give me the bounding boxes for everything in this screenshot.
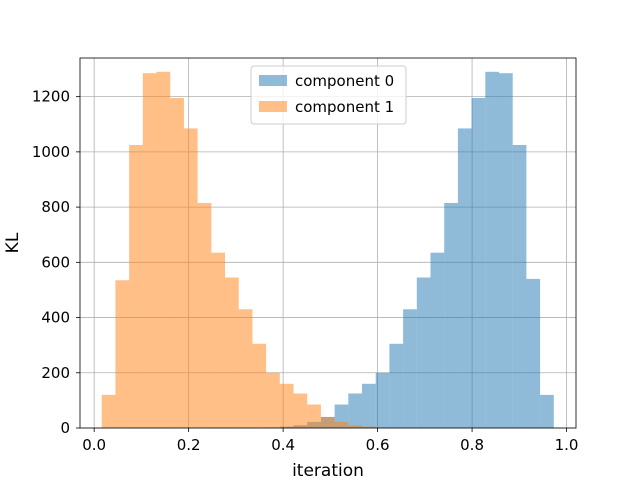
bar-series-1-bin-12 [266,372,280,428]
bar-series-0-bin-23 [416,277,431,428]
bar-series-1-bin-5 [170,98,184,428]
y-tick-label-5: 1000 [32,143,70,161]
bar-series-1-bin-0 [101,394,116,428]
legend-label-component-1: component 1 [295,98,394,116]
bar-series-1-bin-6 [183,128,198,428]
y-tick-label-3: 600 [41,253,70,271]
y-axis-label: KL [3,232,23,253]
plot-frame [79,57,577,429]
bar-series-1-bin-19 [362,426,376,428]
x-tick-label-3: 0.6 [366,436,390,454]
bar-series-0-bin-27 [471,98,486,428]
x-axis-label: iteration [292,461,364,480]
y-tick-label-0: 0 [60,419,70,437]
bar-series-0-bin-18 [348,393,363,428]
bar-series-1-bin-2 [129,144,143,429]
bar-series-1-bin-13 [279,383,294,428]
bar-series-0-bin-29 [499,73,513,428]
bar-series-1-bin-9 [225,277,239,428]
legend-swatch-component-1 [259,101,287,112]
bar-series-0-bin-22 [403,309,417,428]
bar-series-1-bin-11 [252,343,267,428]
bar-series-1-bin-18 [348,425,363,428]
x-tick-label-5: 1.0 [555,436,579,454]
bar-series-0-bin-21 [389,343,404,428]
legend: component 0 component 1 [250,65,407,125]
bar-series-1-bin-7 [197,202,212,428]
y-tick-label-4: 800 [41,198,70,216]
bar-series-0-bin-19 [362,383,376,428]
bar-series-0-bin-26 [457,128,472,428]
bar-series-1-bin-10 [238,309,253,428]
bar-series-1-bin-4 [156,71,171,428]
bar-series-1-bin-15 [307,404,321,428]
bar-series-1-bin-16 [320,416,335,428]
bar-series-0-bin-32 [540,394,554,428]
x-tick-label-0: 0.0 [82,436,106,454]
histogram-bars [101,71,554,429]
legend-box [250,65,407,125]
bar-series-0-bin-20 [375,372,390,428]
bar-series-0-bin-24 [430,252,445,428]
bar-series-1-bin-1 [115,280,130,428]
legend-swatch-component-0 [259,75,287,86]
legend-label-component-0: component 0 [295,72,394,90]
bar-series-0-bin-28 [485,71,500,428]
y-tick-label-1: 200 [41,364,70,382]
bar-series-1-bin-8 [211,252,226,428]
bar-series-1-bin-3 [142,73,157,428]
axis-ticks: 0.0 0.2 0.4 0.6 0.8 1.0 0 200 400 600 800 1000 1200 [32,88,579,454]
bar-series-0-bin-31 [526,278,541,428]
bar-series-1-bin-17 [334,421,349,428]
bar-series-0-bin-25 [444,202,458,428]
bar-series-1-bin-14 [293,393,308,428]
x-tick-label-1: 0.2 [177,436,201,454]
y-tick-label-2: 400 [41,309,70,327]
bar-series-0-bin-30 [512,144,527,429]
x-tick-label-4: 0.8 [460,436,484,454]
y-tick-label-6: 1200 [32,88,70,106]
x-tick-label-2: 0.4 [271,436,295,454]
